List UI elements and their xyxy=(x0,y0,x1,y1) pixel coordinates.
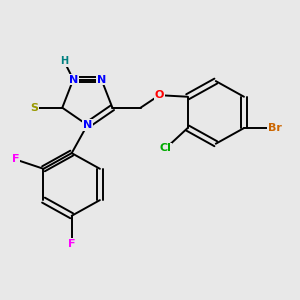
Text: F: F xyxy=(12,154,19,164)
Text: Br: Br xyxy=(268,123,282,133)
Text: O: O xyxy=(155,90,164,100)
Text: N: N xyxy=(97,74,106,85)
Text: S: S xyxy=(30,103,38,113)
Text: N: N xyxy=(83,120,92,130)
Text: Cl: Cl xyxy=(160,143,172,153)
Text: N: N xyxy=(69,74,78,85)
Text: F: F xyxy=(68,239,75,249)
Text: H: H xyxy=(60,56,68,66)
